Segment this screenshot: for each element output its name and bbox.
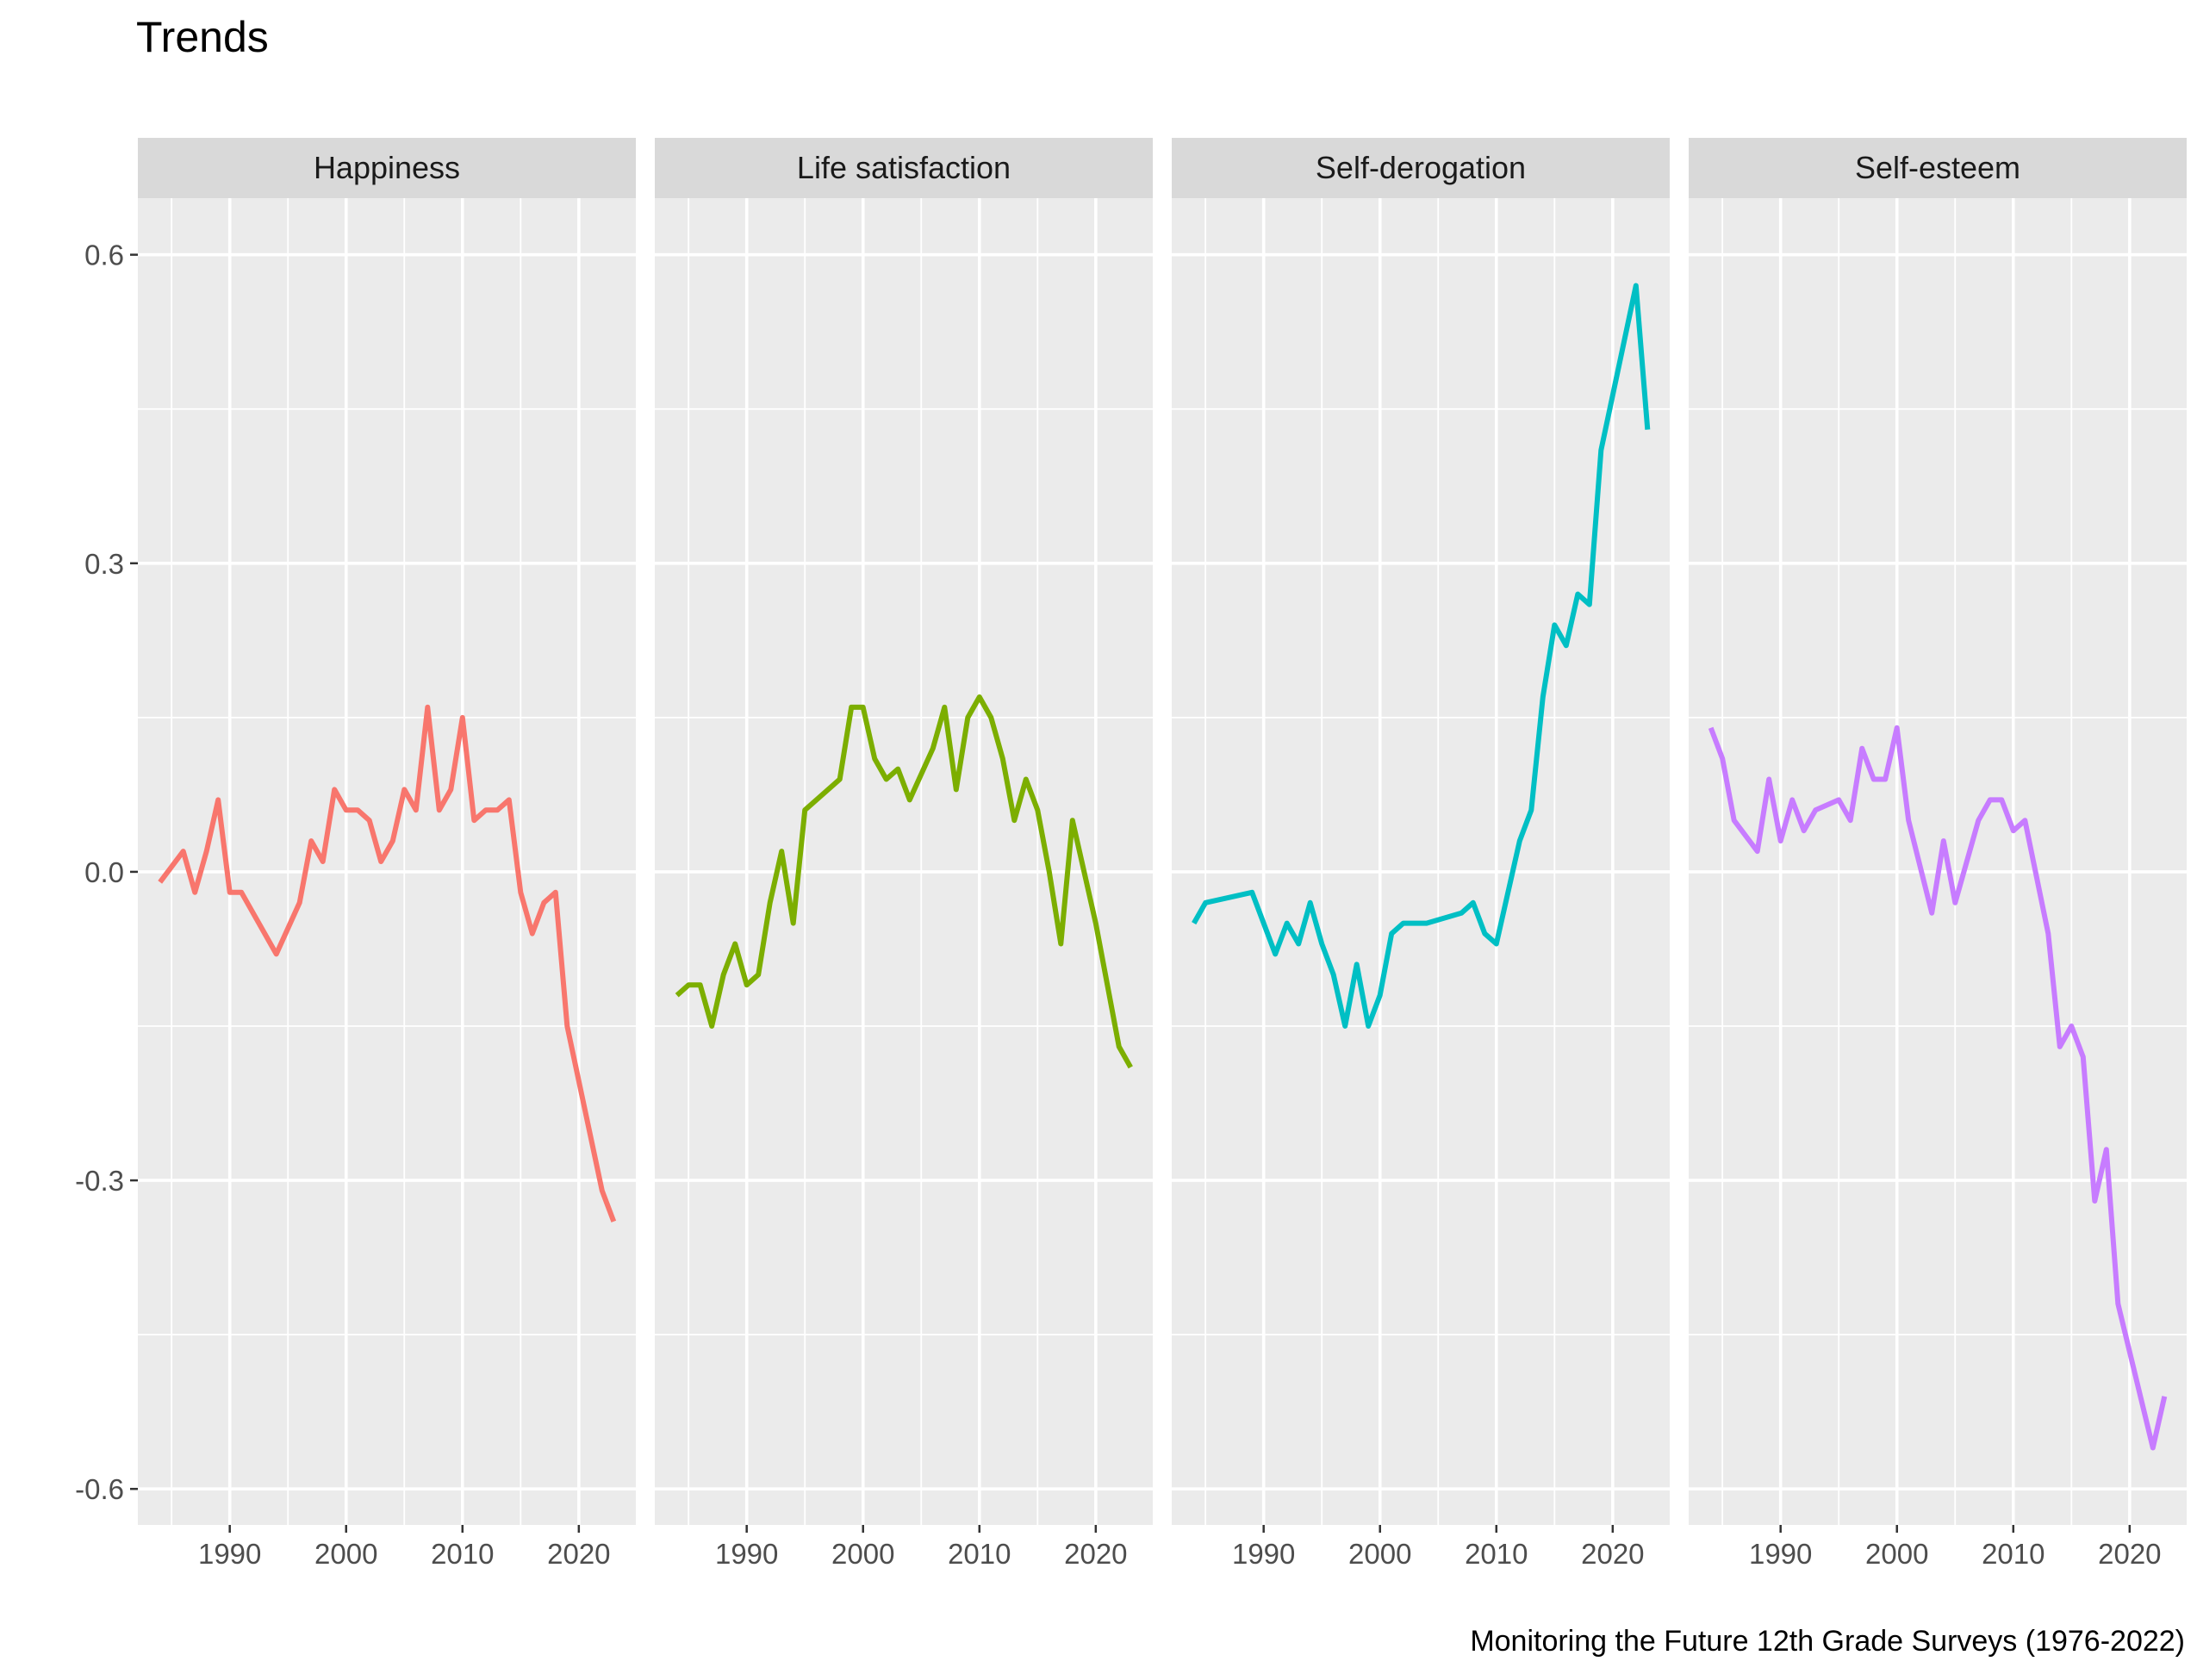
x-tick-label: 1990 [715, 1538, 778, 1570]
x-tick-label: 2010 [431, 1538, 494, 1570]
y-tick-label: -0.3 [75, 1165, 124, 1197]
chart-title: Trends [136, 13, 269, 61]
x-tick-label: 2010 [948, 1538, 1011, 1570]
x-tick-label: 2020 [1581, 1538, 1644, 1570]
panel-background [1172, 198, 1670, 1525]
x-tick-label: 2010 [1982, 1538, 2045, 1570]
facet-strip-life-satisfaction [655, 138, 1153, 198]
facet-self-derogation: Self-derogation 1990 2000 2010 2020 [1172, 138, 1670, 1570]
x-tick-label: 2020 [2098, 1538, 2161, 1570]
panel-background [138, 198, 636, 1525]
y-axis: -0.6 -0.3 0.0 0.3 0.6 [75, 240, 138, 1505]
series-line-happiness [158, 704, 617, 1223]
facet-self-esteem: Self-esteem 1990 2000 2010 2020 [1689, 138, 2187, 1570]
y-tick-label: 0.6 [84, 240, 124, 271]
x-tick-label: 2020 [547, 1538, 610, 1570]
series-line-self-derogation [1192, 283, 1651, 1029]
panel-background [655, 198, 1153, 1525]
x-tick-label: 2000 [314, 1538, 377, 1570]
series-line-self-esteem [1708, 725, 2168, 1451]
x-tick-label: 1990 [1749, 1538, 1812, 1570]
facet-strip-label: Life satisfaction [797, 150, 1011, 185]
facet-life-satisfaction: Life satisfaction 1990 2000 2010 2020 [655, 138, 1153, 1570]
facet-strip-label: Self-derogation [1316, 150, 1526, 185]
facet-strip-happiness [138, 138, 636, 198]
x-tick-label: 2010 [1465, 1538, 1528, 1570]
facet-strip-label: Self-esteem [1855, 150, 2020, 185]
x-tick-label: 2000 [1348, 1538, 1411, 1570]
x-tick-label: 2000 [831, 1538, 894, 1570]
x-tick-label: 2000 [1865, 1538, 1928, 1570]
x-tick-label: 2020 [1064, 1538, 1127, 1570]
facet-happiness: Happiness 1990 2000 2010 2020 [138, 138, 636, 1570]
y-tick-label: -0.6 [75, 1473, 124, 1505]
facet-strip-label: Happiness [314, 150, 460, 185]
y-tick-label: 0.3 [84, 548, 124, 580]
series-line-life-satisfaction [675, 694, 1133, 1069]
facet-strip-self-esteem [1689, 138, 2187, 198]
x-tick-label: 1990 [198, 1538, 261, 1570]
x-tick-label: 1990 [1232, 1538, 1295, 1570]
facet-strip-self-derogation [1172, 138, 1670, 198]
chart-caption: Monitoring the Future 12th Grade Surveys… [1470, 1625, 2185, 1658]
y-tick-label: 0.0 [84, 856, 124, 888]
